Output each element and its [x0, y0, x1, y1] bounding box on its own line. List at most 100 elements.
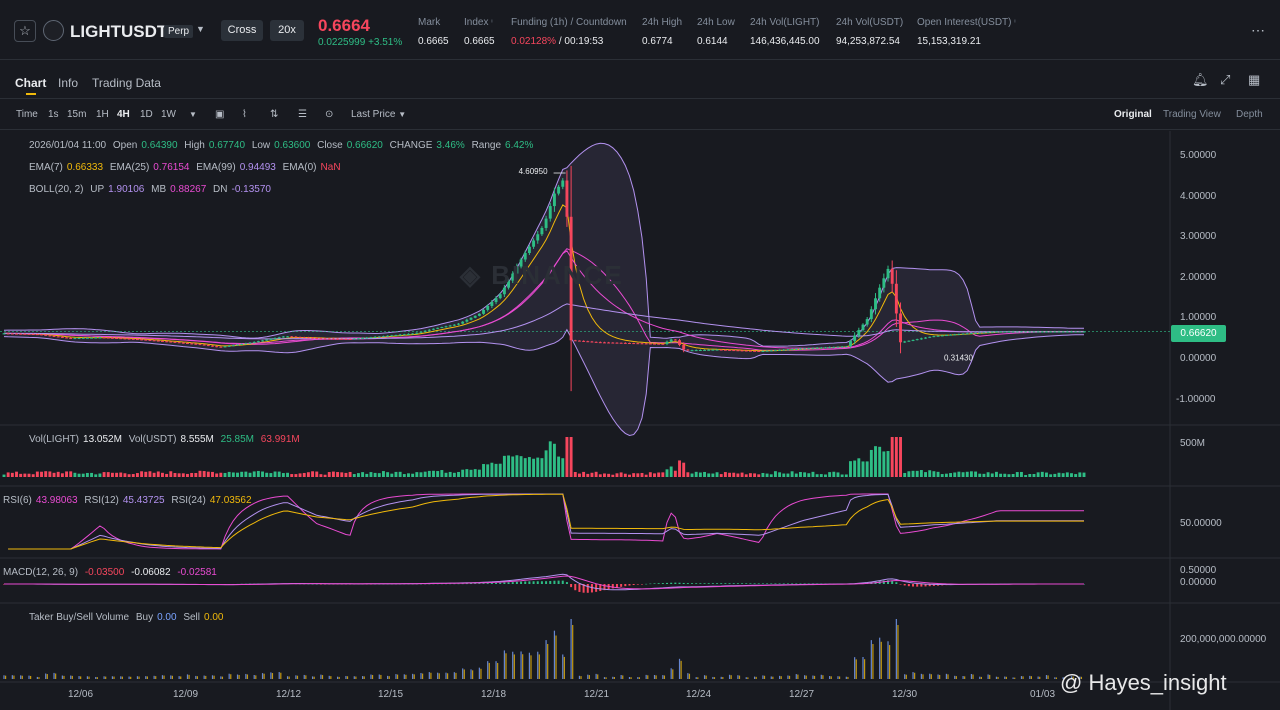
volume-bar: [586, 473, 590, 477]
taker-sell-bar: [30, 675, 32, 679]
taker-buy-bar: [203, 675, 205, 679]
candle-body: [648, 343, 652, 345]
symbol-dropdown-icon[interactable]: ▼: [196, 24, 205, 34]
candle-body: [824, 347, 827, 349]
volume-bar: [427, 470, 431, 477]
view-original[interactable]: Original: [1114, 109, 1152, 120]
candle-body: [311, 337, 315, 339]
volume-bar: [678, 460, 681, 477]
taker-buy-bar: [86, 676, 88, 679]
tab-chart[interactable]: Chart: [15, 76, 47, 90]
indicator-icon[interactable]: ⌇: [242, 109, 247, 120]
candle-body: [753, 350, 757, 352]
view-depth[interactable]: Depth: [1236, 109, 1263, 120]
volume-bar: [644, 474, 648, 477]
settings-icon[interactable]: ☰: [298, 109, 307, 120]
candle-body: [957, 333, 961, 335]
expand-icon[interactable]: ⤢: [1220, 72, 1231, 87]
volume-bar: [306, 472, 310, 477]
candle-body: [865, 319, 869, 325]
interval-time[interactable]: Time: [16, 109, 38, 120]
taker-sell-bar: [805, 675, 807, 679]
volume-bar: [532, 458, 536, 477]
volume-bar: [402, 474, 406, 477]
volume-bar: [665, 469, 669, 477]
candle-body: [869, 309, 873, 320]
candle-body: [607, 342, 611, 344]
crosshair-icon[interactable]: ⊙: [325, 109, 334, 120]
volume-bar: [628, 474, 631, 477]
interval-1d[interactable]: 1D: [140, 109, 153, 120]
volume-bar: [936, 471, 940, 477]
taker-sell-bar: [263, 673, 265, 679]
volume-bar: [227, 471, 231, 477]
volume-bar: [465, 469, 469, 477]
candle-body: [56, 336, 60, 338]
macd-histogram-bar: [753, 583, 756, 584]
volume-bar: [865, 461, 869, 477]
favorite-star-icon[interactable]: ☆: [14, 20, 36, 42]
taker-sell-bar: [246, 674, 249, 679]
candle-body: [419, 331, 423, 333]
view-trading-view[interactable]: Trading View: [1163, 109, 1221, 120]
price-type-select[interactable]: Last Price ▼: [351, 109, 407, 120]
stat-24h-vol-light: 24h Vol(LIGHT) 146,436,445.00: [750, 17, 820, 47]
bell-icon[interactable]: 🔔︎: [1192, 72, 1209, 87]
volume-bar: [707, 473, 711, 477]
taker-sell-bar: [313, 676, 315, 679]
taker-sell-bar: [430, 672, 432, 679]
volume-bar: [31, 474, 35, 477]
tab-trading-data[interactable]: Trading Data: [92, 76, 161, 90]
interval-1s[interactable]: 1s: [48, 109, 59, 120]
candle-body: [31, 334, 35, 336]
candle-body: [924, 337, 927, 339]
layout-grid-icon[interactable]: ▦: [1248, 72, 1261, 87]
candle-body: [148, 339, 152, 341]
compare-icon[interactable]: ⇅: [270, 109, 279, 120]
candle-body: [661, 343, 665, 345]
volume-bar: [548, 441, 552, 477]
chart-canvas[interactable]: 4.60950 0.31430: [0, 131, 1280, 710]
volume-bar: [552, 443, 556, 477]
symbol-name[interactable]: LIGHTUSDT: [70, 22, 168, 41]
interval-dropdown-icon[interactable]: ▼: [189, 110, 197, 119]
interval-15m[interactable]: 15m: [67, 109, 87, 120]
candle-body: [306, 337, 310, 339]
volume-bar: [857, 458, 861, 477]
more-icon[interactable]: ⋯: [1251, 22, 1266, 38]
low-price-marker: 0.31430: [944, 354, 973, 363]
taker-sell-bar: [897, 625, 899, 679]
taker-sell-bar: [763, 675, 766, 679]
taker-sell-bar: [438, 673, 440, 679]
chart-area[interactable]: 4.60950 0.31430: [0, 131, 1280, 710]
taker-buy-bar: [278, 672, 280, 679]
interval-4h[interactable]: 4H: [117, 109, 130, 120]
macd-histogram-bar: [482, 583, 485, 584]
taker-buy-bar: [36, 676, 38, 679]
taker-sell-bar: [605, 677, 607, 679]
taker-buy-bar: [628, 677, 631, 679]
margin-mode-button[interactable]: Cross: [221, 20, 263, 41]
candle-body: [444, 326, 448, 328]
taker-buy-bar: [812, 675, 814, 679]
leverage-button[interactable]: 20x: [270, 20, 304, 41]
macd-histogram-bar: [782, 583, 785, 584]
candle-body: [356, 338, 360, 340]
taker-legend: Taker Buy/Sell Volume Buy 0.00 Sell 0.00: [29, 612, 224, 623]
candle-body: [1070, 331, 1073, 333]
taker-buy-bar: [11, 675, 13, 679]
tab-info[interactable]: Info: [58, 76, 79, 90]
volume-bar: [94, 474, 98, 477]
volume-legend: Vol(LIGHT) 13.052M Vol(USDT) 8.555M 25.85M…: [29, 434, 300, 445]
volume-bar: [386, 472, 390, 477]
volume-bar: [273, 471, 277, 477]
interval-1h[interactable]: 1H: [96, 109, 109, 120]
date-axis-label: 12/27: [789, 689, 815, 700]
candle-body: [361, 337, 365, 339]
taker-sell-bar: [780, 676, 782, 679]
candle-body: [85, 337, 89, 339]
calendar-icon[interactable]: ▣: [215, 109, 225, 120]
volume-bar: [269, 473, 273, 477]
chart-tabs: Chart Info Trading Data: [0, 66, 1280, 96]
interval-1w[interactable]: 1W: [161, 109, 176, 120]
